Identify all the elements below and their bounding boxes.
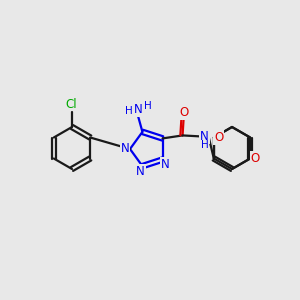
Text: N: N [136,165,145,178]
Text: H: H [124,106,132,116]
Text: H: H [144,101,151,111]
Text: O: O [250,152,260,165]
Text: N: N [121,142,129,155]
Text: O: O [179,106,188,119]
Text: N: N [134,103,143,116]
Text: Cl: Cl [65,98,77,110]
Text: O: O [214,131,224,144]
Text: N: N [161,158,170,171]
Text: H: H [201,140,208,150]
Text: N: N [200,130,209,143]
